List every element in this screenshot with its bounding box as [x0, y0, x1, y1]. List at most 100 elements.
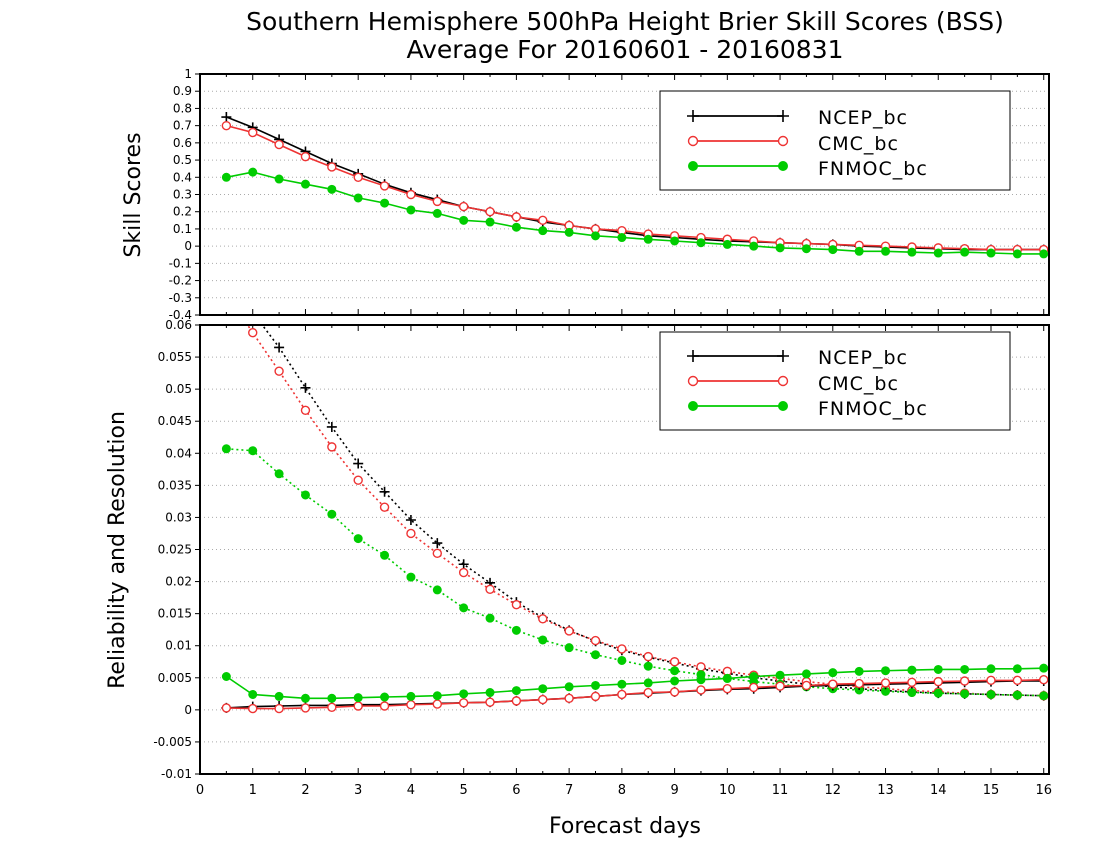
data-point: [511, 686, 521, 696]
data-point: [353, 475, 363, 485]
series-fnmoc-bc-solid: [221, 663, 1049, 703]
data-point: [379, 486, 390, 497]
data-point: [670, 666, 680, 676]
y-tick-label: -0.005: [153, 735, 192, 749]
data-point: [617, 655, 627, 665]
data-point: [959, 676, 970, 686]
data-point: [1012, 664, 1022, 674]
data-point: [327, 162, 337, 172]
data-point: [590, 650, 600, 660]
data-point: [459, 689, 469, 699]
y-tick-label: 0.025: [158, 543, 192, 557]
data-point: [778, 401, 788, 411]
y-tick-label: -0.3: [169, 291, 192, 305]
data-point: [274, 691, 284, 701]
data-point: [688, 401, 698, 411]
data-point: [327, 509, 337, 519]
data-point: [722, 239, 732, 249]
data-point: [828, 245, 838, 255]
data-point: [485, 217, 495, 227]
series-layer: [221, 112, 1049, 259]
data-point: [748, 682, 759, 693]
data-point: [670, 236, 680, 246]
data-point: [511, 696, 522, 706]
data-point: [274, 174, 284, 184]
data-point: [248, 446, 258, 456]
y-ticks: -0.01 -0.005 0 0.005 0.01 0.015 0.02 0.025 0.03 0…: [153, 318, 200, 781]
data-point: [696, 662, 706, 672]
data-point: [222, 289, 230, 297]
plot-frame: [199, 324, 1050, 775]
data-point: [458, 698, 469, 708]
data-point: [1039, 691, 1049, 701]
data-point: [432, 699, 442, 709]
data-point: [854, 246, 864, 256]
data-point: [538, 635, 548, 645]
data-point: [564, 693, 574, 704]
series-fnmoc-bc-solid: [221, 167, 1049, 259]
data-point: [458, 567, 469, 578]
data-point: [538, 694, 548, 705]
y-tick-label: 0.3: [173, 188, 192, 202]
data-point: [511, 222, 521, 232]
data-point: [590, 231, 600, 241]
data-point: [406, 528, 416, 539]
data-point: [221, 444, 231, 454]
y-tick-label: 0.6: [173, 136, 192, 150]
data-point: [379, 502, 390, 512]
data-point: [300, 405, 311, 416]
data-point: [564, 227, 574, 237]
data-point: [722, 683, 733, 694]
data-point: [722, 673, 732, 683]
data-point: [221, 703, 232, 713]
data-point: [960, 689, 970, 699]
data-point: [353, 172, 363, 182]
data-point: [907, 688, 917, 698]
legend: NCEP_bc CMC_bc FNMOC_bc: [659, 90, 1011, 191]
data-point: [1012, 675, 1023, 686]
x-tick-label: 5: [460, 783, 468, 798]
data-point: [221, 172, 231, 182]
x-tick-label: 16: [1035, 783, 1052, 798]
y-tick-label: 0.045: [158, 414, 192, 428]
data-point: [274, 366, 284, 376]
data-point: [643, 678, 653, 688]
legend-label-cmc: CMC_bc: [818, 133, 899, 155]
y-tick-label: -0.4: [169, 308, 192, 322]
data-point: [880, 678, 891, 688]
y-tick-label: 0.9: [173, 84, 192, 98]
x-tick-label: 0: [196, 783, 204, 798]
data-point: [643, 687, 653, 698]
y-tick-label: 0.8: [173, 101, 192, 115]
data-point: [643, 651, 653, 662]
data-point: [643, 234, 653, 244]
y-tick-label: 0.01: [165, 639, 192, 653]
series-layer: [221, 289, 1049, 714]
y-tick-label: 0.5: [173, 153, 192, 167]
data-point: [828, 679, 838, 689]
data-point: [274, 139, 284, 150]
data-point: [933, 664, 943, 674]
data-point: [960, 247, 970, 257]
data-point: [564, 643, 574, 653]
data-point: [933, 688, 943, 698]
data-point: [907, 247, 917, 257]
data-point: [485, 688, 495, 698]
data-point: [380, 198, 390, 208]
x-tick-label: 12: [825, 783, 842, 798]
data-point: [300, 703, 311, 713]
data-point: [564, 626, 574, 636]
data-point: [854, 666, 864, 676]
x-tick-label: 15: [983, 783, 1000, 798]
data-point: [617, 679, 627, 689]
data-point: [485, 613, 495, 623]
data-point: [933, 248, 943, 258]
data-point: [828, 668, 838, 678]
data-point: [405, 514, 416, 525]
x-tick-label: 11: [772, 783, 789, 798]
data-point: [458, 201, 469, 212]
y-ticks: -0.4 -0.3 -0.2 -0.1 0 0.1 0.2 0.3 0.4 0.5 0.6 0.7 0.…: [169, 67, 200, 322]
data-point: [986, 675, 996, 686]
y-tick-label: 0.03: [165, 510, 192, 524]
series-fnmoc-bc-dotted: [221, 444, 1049, 701]
